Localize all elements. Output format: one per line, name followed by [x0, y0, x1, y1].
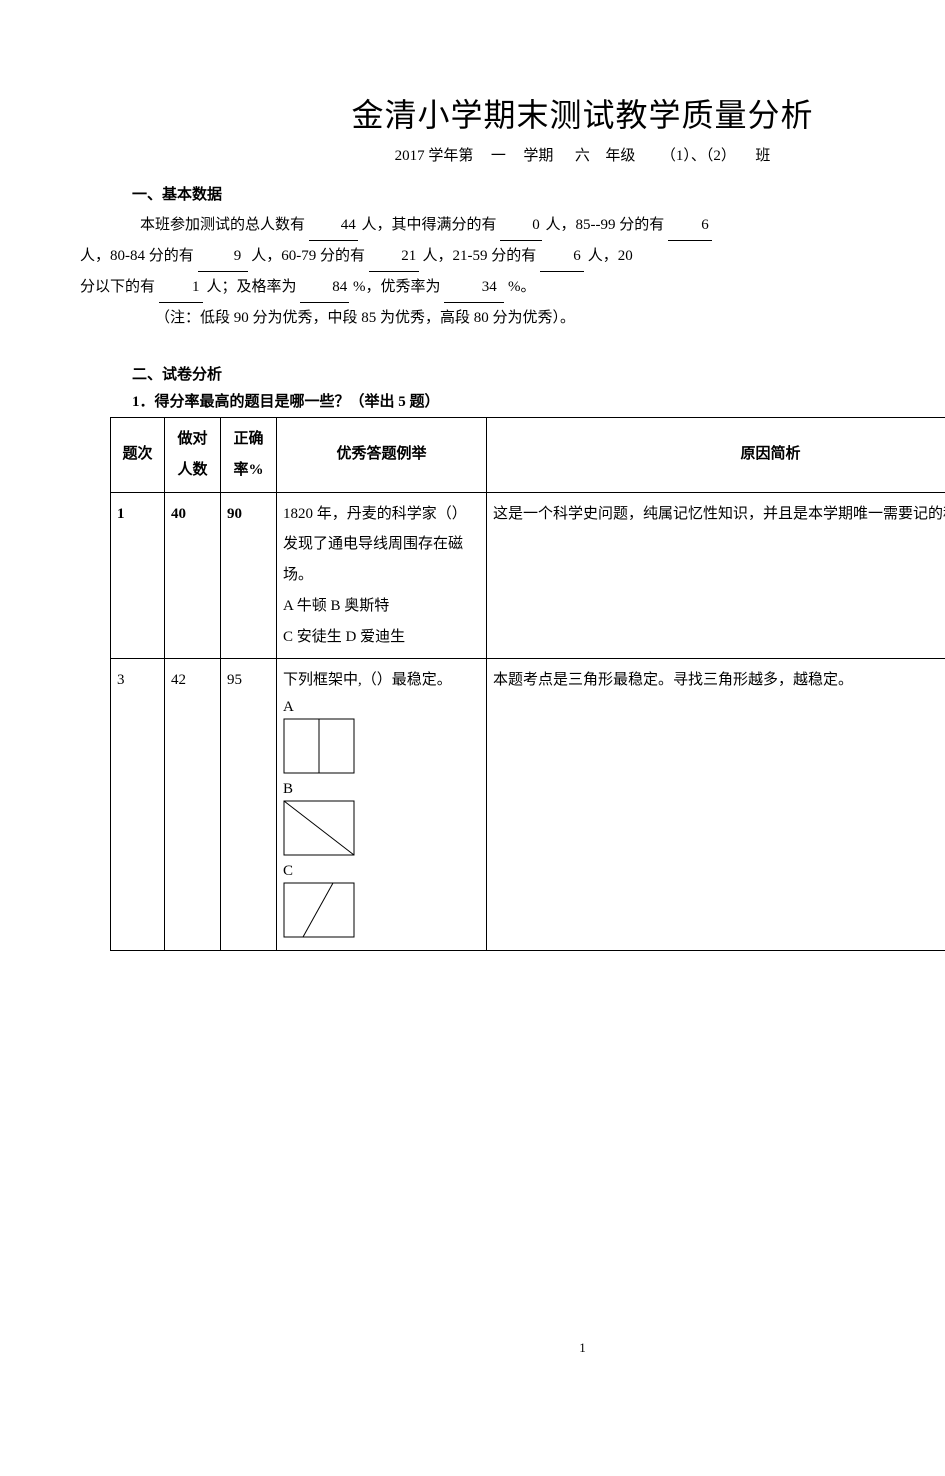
analysis-table: 题次 做对人数 正确率% 优秀答题例举 原因简析 1 40 90 1820 年，…: [110, 417, 945, 951]
cell-reason: 本题考点是三角形最稳定。寻找三角形越多，越稳定。: [487, 659, 945, 951]
table-header-row: 题次 做对人数 正确率% 优秀答题例举 原因简析: [111, 418, 945, 493]
cell-example: 下列框架中,（）最稳定。 A B C: [277, 659, 487, 951]
cell-correct: 40: [165, 492, 221, 659]
txt: %，优秀率为: [353, 279, 441, 295]
blank-full: 0: [500, 210, 542, 241]
subtitle-line: 2017 学年第 一 学期 六 年级 （1）、（2） 班: [110, 144, 945, 165]
sub-label3: 年级: [605, 148, 635, 164]
txt: 人；及格率为: [207, 279, 297, 295]
table-row: 1 40 90 1820 年，丹麦的科学家（）发现了通电导线周围存在磁场。 A …: [111, 492, 945, 659]
blank-below20: 1: [159, 272, 203, 303]
txt: %。: [508, 279, 536, 295]
txt: 人，21-59 分的有: [423, 248, 537, 264]
note-line: （注：低段 90 分为优秀，中段 85 为优秀，高段 80 分为优秀）。: [110, 303, 945, 333]
cell-correct: 42: [165, 659, 221, 951]
shape-c-icon: [283, 882, 355, 938]
sub-grade: 六: [575, 148, 590, 164]
blank-80-84: 9: [198, 241, 248, 272]
sub-semester: 一: [491, 148, 506, 164]
cell-num: 1: [111, 492, 165, 659]
blank-21-59: 6: [540, 241, 584, 272]
th-correct: 做对人数: [165, 418, 221, 493]
sub-label4: 班: [755, 148, 770, 164]
table-row: 3 42 95 下列框架中,（）最稳定。 A B C: [111, 659, 945, 951]
shape-b-icon: [283, 800, 355, 856]
cell-example: 1820 年，丹麦的科学家（）发现了通电导线周围存在磁场。 A 牛顿 B 奥斯特…: [277, 492, 487, 659]
shapes-container: A B C: [283, 698, 480, 938]
page-title: 金清小学期末测试教学质量分析: [110, 90, 945, 136]
blank-excellentrate: 34: [444, 272, 504, 303]
section2-heading: 二、试卷分析: [132, 363, 945, 384]
cell-rate: 95: [221, 659, 277, 951]
blank-total: 44: [309, 210, 358, 241]
blank-60-79: 21: [369, 241, 419, 272]
txt: 人，80-84 分的有: [80, 248, 194, 264]
sub-class: （1）、（2）: [661, 148, 736, 164]
sub-year: 2017: [395, 148, 425, 164]
page-number: 1: [110, 1340, 945, 1356]
shape-a-icon: [283, 718, 355, 774]
cell-rate: 90: [221, 492, 277, 659]
sub-label2: 学期: [523, 148, 553, 164]
section1-heading: 一、基本数据: [132, 183, 945, 204]
basic-data-paragraph: 本班参加测试的总人数有 44 人，其中得满分的有 0 人，85--99 分的有 …: [110, 210, 945, 303]
blank-85-99: 6: [668, 210, 712, 241]
txt: 本班参加测试的总人数有: [140, 217, 305, 233]
th-num: 题次: [111, 418, 165, 493]
blank-passrate: 84: [300, 272, 349, 303]
th-example: 优秀答题例举: [277, 418, 487, 493]
cell-num: 3: [111, 659, 165, 951]
txt: 分以下的有: [80, 279, 155, 295]
shape-label-a: A: [283, 698, 480, 716]
sub-label1: 学年第: [428, 144, 473, 165]
txt: 人，60-79 分的有: [251, 248, 365, 264]
th-rate: 正确率%: [221, 418, 277, 493]
cell-reason: 这是一个科学史问题，纯属记忆性知识，并且是本学期唯一需要记的科学家。: [487, 492, 945, 659]
txt: 人，其中得满分的有: [362, 217, 497, 233]
txt: 人，20: [588, 248, 633, 264]
shape-label-c: C: [283, 862, 480, 880]
txt: 人，85--99 分的有: [546, 217, 665, 233]
question1-heading: 1．得分率最高的题目是哪一些？（举出 5 题）: [132, 390, 945, 411]
th-reason: 原因简析: [487, 418, 945, 493]
example-prefix: 下列框架中,（）最稳定。: [283, 672, 452, 688]
shape-label-b: B: [283, 780, 480, 798]
